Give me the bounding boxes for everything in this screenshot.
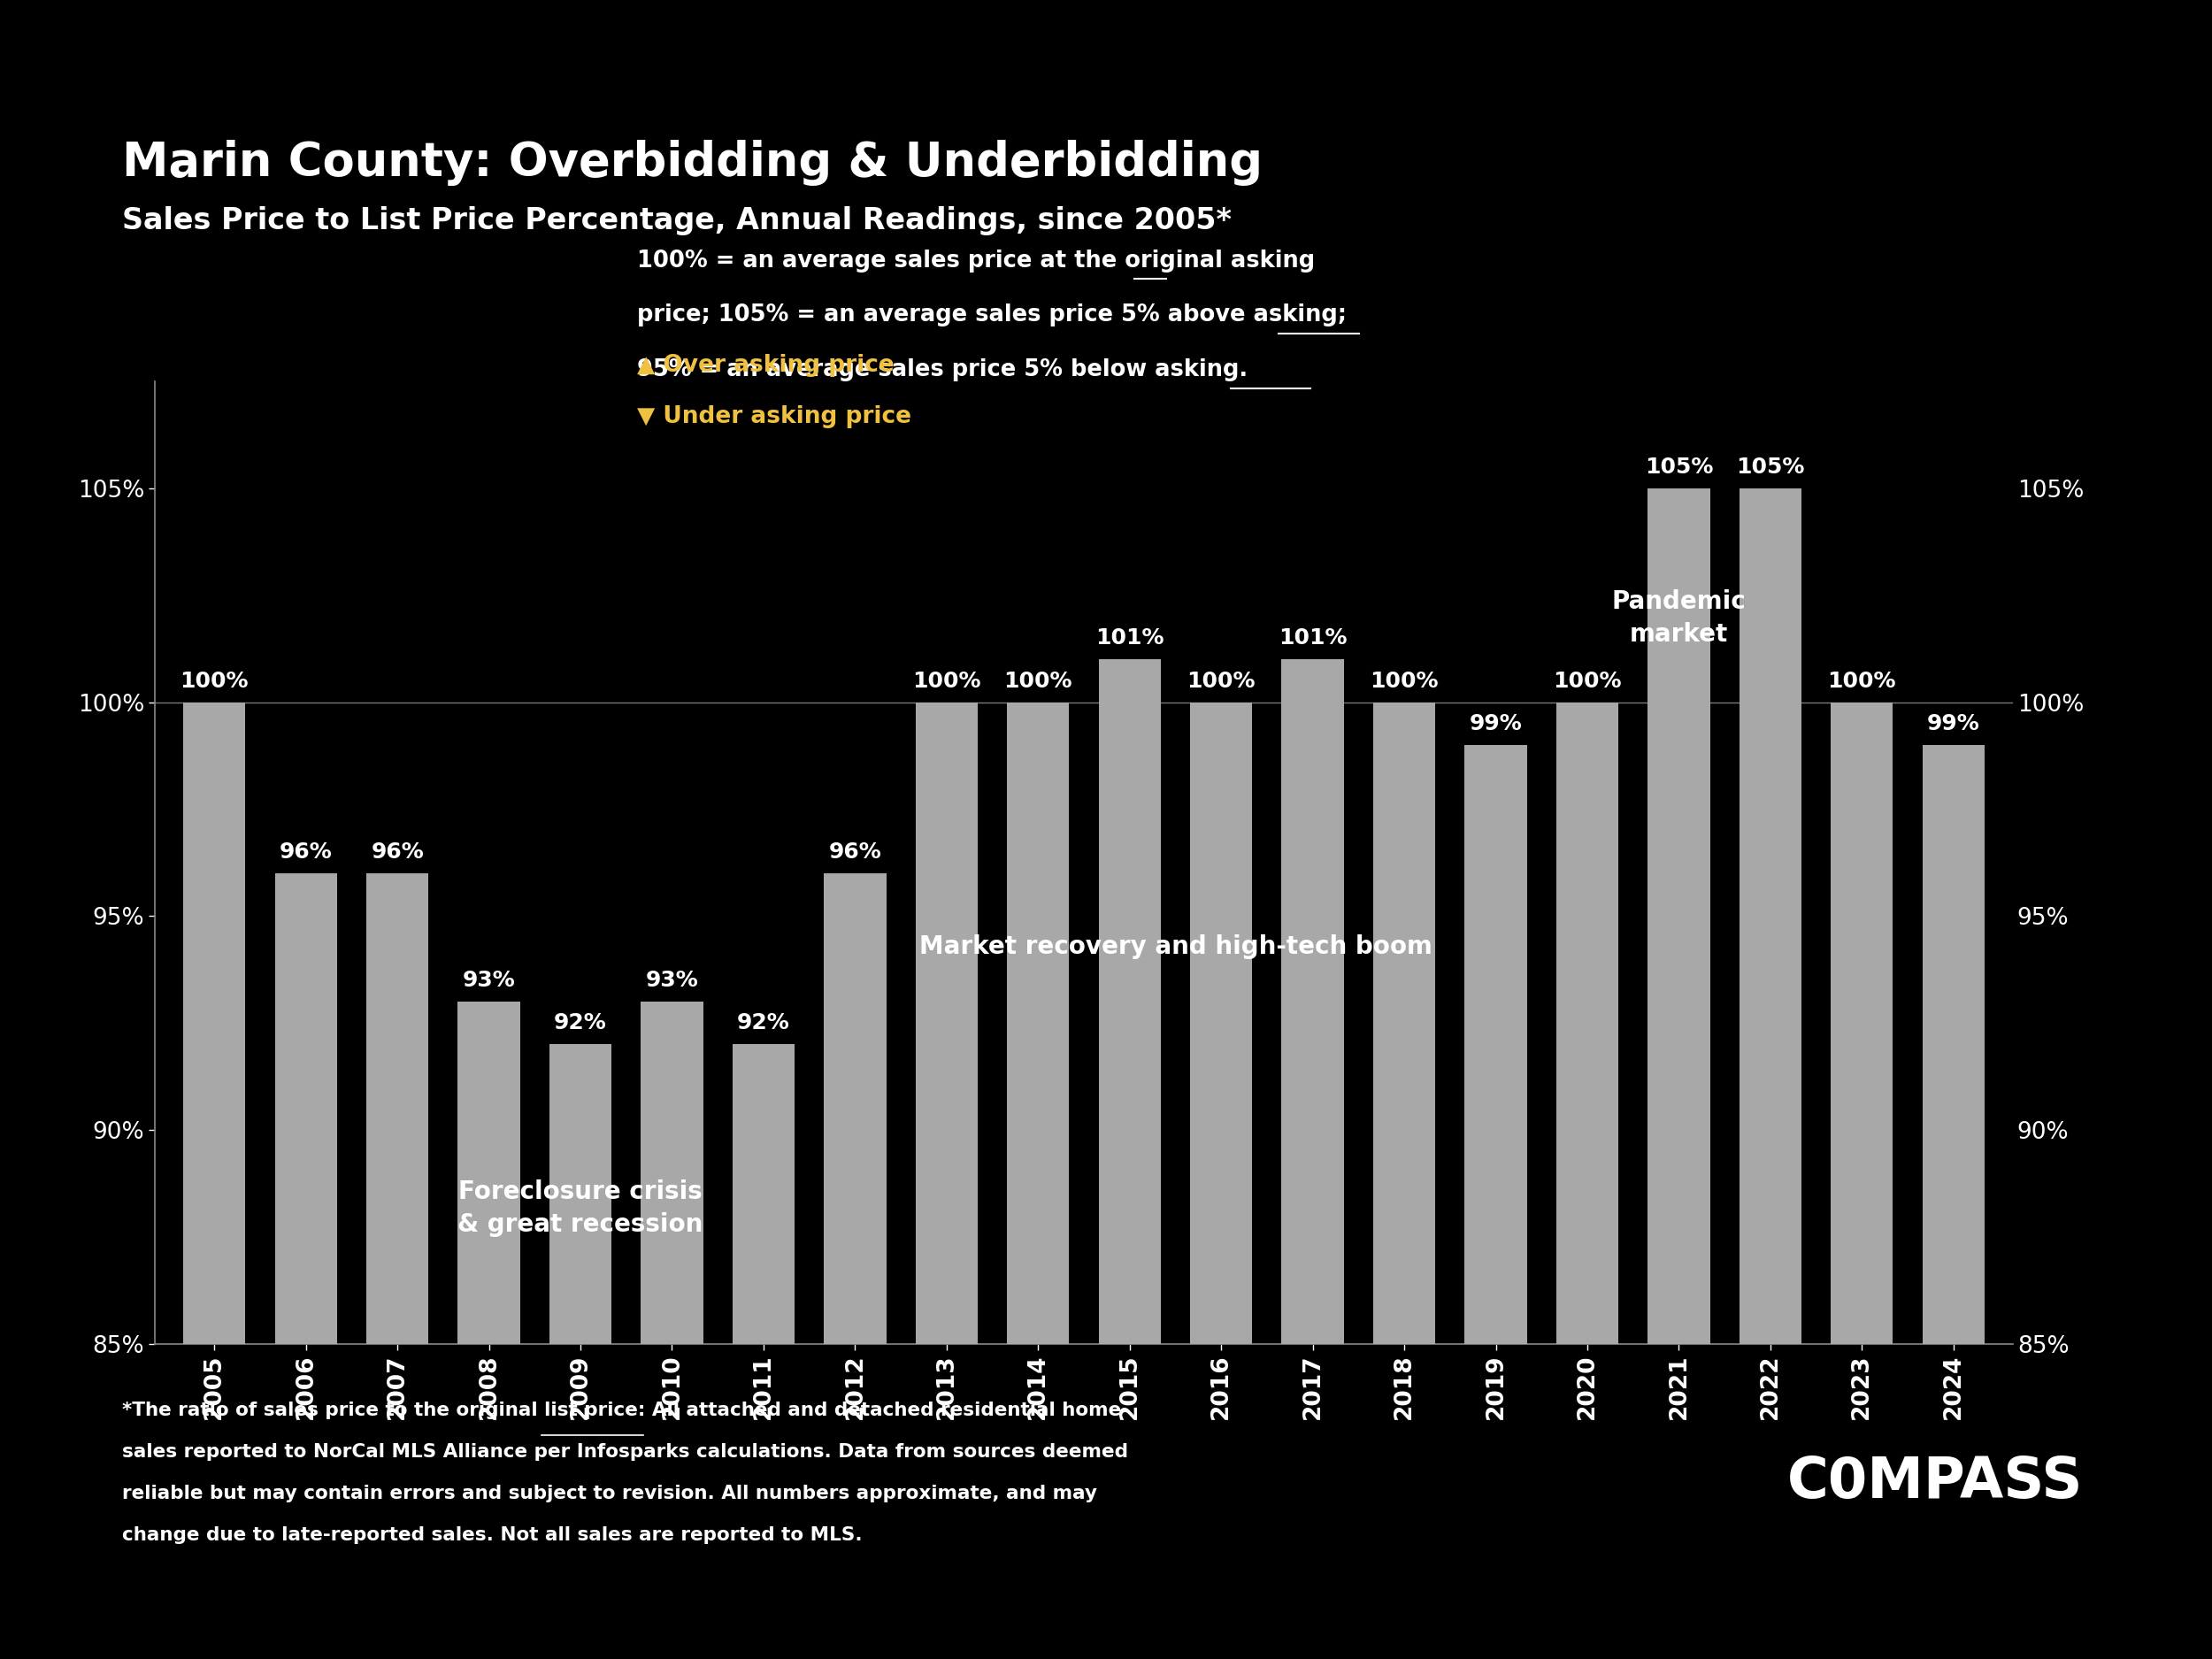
Bar	[184, 702, 246, 1659]
Bar	[1832, 702, 1893, 1659]
Text: 100%: 100%	[179, 670, 248, 692]
Bar	[367, 873, 429, 1659]
Text: Pandemic
market: Pandemic market	[1613, 589, 1745, 647]
Bar	[916, 702, 978, 1659]
Text: 100%: 100%	[1827, 670, 1896, 692]
Text: 92%: 92%	[737, 1012, 790, 1034]
Bar	[823, 873, 887, 1659]
Bar	[1557, 702, 1619, 1659]
Bar	[1374, 702, 1436, 1659]
Text: 96%: 96%	[279, 841, 332, 863]
Bar	[1922, 745, 1984, 1659]
Text: 95% = an average sales price 5% below asking.: 95% = an average sales price 5% below as…	[637, 358, 1248, 382]
Bar	[549, 1045, 611, 1659]
Text: 100%: 100%	[1188, 670, 1256, 692]
Text: ▲ Over asking price: ▲ Over asking price	[637, 353, 894, 377]
Text: 101%: 101%	[1279, 627, 1347, 649]
Text: Sales Price to List Price Percentage, Annual Readings, since 2005*: Sales Price to List Price Percentage, An…	[122, 206, 1232, 236]
Bar	[1006, 702, 1068, 1659]
Text: 93%: 93%	[462, 971, 515, 990]
Text: price; 105% = an average sales price 5% above asking;: price; 105% = an average sales price 5% …	[637, 304, 1347, 327]
Text: 100%: 100%	[1004, 670, 1073, 692]
Text: 92%: 92%	[553, 1012, 606, 1034]
Text: 100%: 100%	[1553, 670, 1621, 692]
Text: 99%: 99%	[1927, 713, 1980, 735]
Text: change due to late-reported sales. Not all sales are reported to MLS.: change due to late-reported sales. Not a…	[122, 1526, 863, 1545]
Text: 100% = an average sales price at the original asking: 100% = an average sales price at the ori…	[637, 249, 1314, 272]
Text: C0MPASS: C0MPASS	[1787, 1455, 2084, 1510]
Text: 105%: 105%	[1644, 456, 1712, 478]
Text: 96%: 96%	[372, 841, 425, 863]
Text: Market recovery and high-tech boom: Market recovery and high-tech boom	[918, 934, 1431, 959]
Bar	[458, 1002, 520, 1659]
Text: 105%: 105%	[1736, 456, 1805, 478]
Bar	[732, 1045, 794, 1659]
Bar	[274, 873, 336, 1659]
Text: 93%: 93%	[646, 971, 699, 990]
Bar	[641, 1002, 703, 1659]
Text: sales reported to NorCal MLS Alliance per Infosparks calculations. Data from sou: sales reported to NorCal MLS Alliance pe…	[122, 1443, 1128, 1462]
Bar	[1281, 660, 1345, 1659]
Bar	[1648, 488, 1710, 1659]
Text: 96%: 96%	[830, 841, 883, 863]
Text: Marin County: Overbidding & Underbidding: Marin County: Overbidding & Underbidding	[122, 139, 1263, 186]
Text: reliable but may contain errors and subject to revision. All numbers approximate: reliable but may contain errors and subj…	[122, 1485, 1097, 1503]
Text: ▼ Under asking price: ▼ Under asking price	[637, 405, 911, 428]
Bar	[1190, 702, 1252, 1659]
Text: 100%: 100%	[911, 670, 980, 692]
Text: Foreclosure crisis
& great recession: Foreclosure crisis & great recession	[458, 1180, 703, 1238]
Text: 100%: 100%	[1369, 670, 1438, 692]
Text: 101%: 101%	[1095, 627, 1164, 649]
Bar	[1739, 488, 1801, 1659]
Text: *The ratio of sales price to the original list price: All attached and detached : *The ratio of sales price to the origina…	[122, 1402, 1121, 1420]
Bar	[1099, 660, 1161, 1659]
Bar	[1464, 745, 1526, 1659]
Text: 99%: 99%	[1469, 713, 1522, 735]
